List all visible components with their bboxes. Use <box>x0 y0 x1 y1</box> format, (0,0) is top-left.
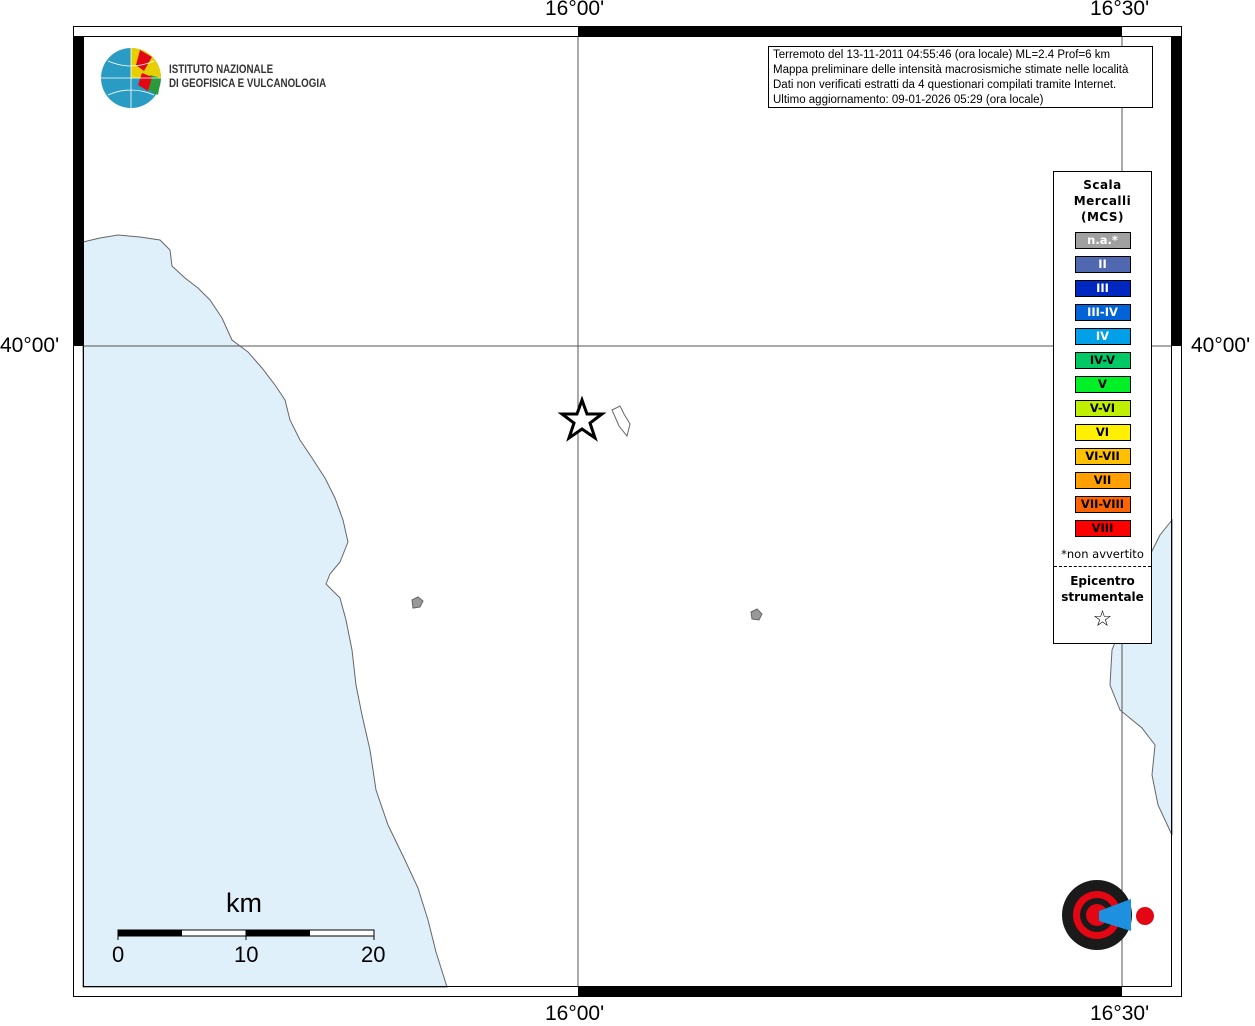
scalebar-label-20: 20 <box>361 942 386 967</box>
info-line2: Mappa preliminare delle intensità macros… <box>773 64 1129 76</box>
legend-swatch: VIII <box>1074 520 1131 537</box>
epicenter-star-icon <box>557 395 607 442</box>
ingv-line2: DI GEOFISICA E VULCANOLOGIA <box>169 78 327 90</box>
legend-swatch: V-VI <box>1074 400 1131 417</box>
info-line3: Dati non verificati estratti da 4 questi… <box>773 79 1117 91</box>
legend-swatch: III <box>1074 280 1131 297</box>
legend-title3: (MCS) <box>1080 210 1125 224</box>
locality-mark <box>411 596 424 609</box>
legend-title2: Mercalli <box>1073 194 1132 208</box>
legend-swatch: IV-V <box>1074 352 1131 369</box>
legend-swatch: VII-VIII <box>1074 496 1131 513</box>
legend-swatch: n.a.* <box>1074 232 1131 249</box>
legend-epicenter1: Epicentro <box>1070 574 1135 588</box>
legend-swatch: II <box>1074 256 1131 273</box>
ingv-line1: ISTITUTO NAZIONALE <box>169 64 274 76</box>
legend-title1: Scala <box>1083 178 1122 192</box>
sea-west <box>82 234 448 988</box>
scalebar-label-0: 0 <box>112 942 125 967</box>
legend-swatch: III-IV <box>1074 304 1131 321</box>
legend-swatch: V <box>1074 376 1131 393</box>
tick-bottom-16-00: 16°00' <box>545 1002 605 1025</box>
ingv-globe-logo <box>101 48 161 108</box>
info-line1: Terremoto del 13-11-2011 04:55:46 (ora l… <box>773 49 1111 61</box>
legend-swatch: IV <box>1074 328 1131 345</box>
tick-left-40-00: 40°00' <box>0 334 60 357</box>
scalebar-unit: km <box>226 888 262 918</box>
event-info-box: Terremoto del 13-11-2011 04:55:46 (ora l… <box>768 46 1153 108</box>
island <box>611 405 631 438</box>
hsit-logo <box>1062 880 1154 950</box>
info-line4: Ultimo aggiornamento: 09-01-2026 05:29 (… <box>773 94 1044 106</box>
mcs-legend: Scala Mercalli (MCS) n.a.* II III III-IV IV I… <box>1053 171 1152 644</box>
legend-divider <box>1054 566 1151 567</box>
legend-note: *non avvertito <box>1061 547 1144 561</box>
tick-top-16-00: 16°00' <box>545 0 605 20</box>
legend-swatch: VII <box>1074 472 1131 489</box>
tick-top-16-30: 16°30' <box>1090 0 1150 20</box>
tick-bottom-16-30: 16°30' <box>1090 1002 1150 1025</box>
tick-right-40-00: 40°00' <box>1191 334 1251 357</box>
legend-swatch: VI <box>1074 424 1131 441</box>
legend-star-icon: ☆ <box>1092 607 1113 632</box>
scalebar-label-10: 10 <box>234 942 259 967</box>
legend-swatch: VI-VII <box>1074 448 1131 465</box>
ingv-name: ISTITUTO NAZIONALE DI GEOFISICA E VULCAN… <box>169 63 326 91</box>
locality-mark <box>750 608 763 621</box>
legend-epicenter2: strumentale <box>1061 590 1144 604</box>
